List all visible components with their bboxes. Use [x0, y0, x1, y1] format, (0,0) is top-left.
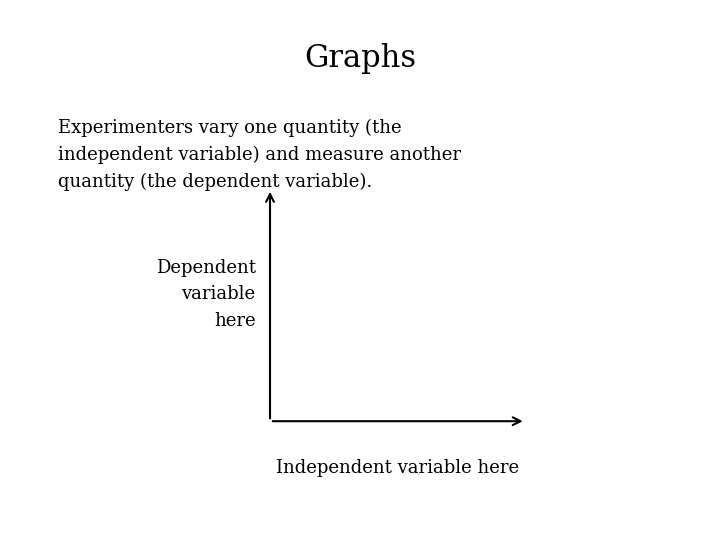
Text: Dependent
variable
here: Dependent variable here: [156, 259, 256, 330]
Text: Graphs: Graphs: [304, 43, 416, 74]
Text: Independent variable here: Independent variable here: [276, 459, 519, 477]
Text: Experimenters vary one quantity (the
independent variable) and measure another
q: Experimenters vary one quantity (the ind…: [58, 119, 461, 191]
